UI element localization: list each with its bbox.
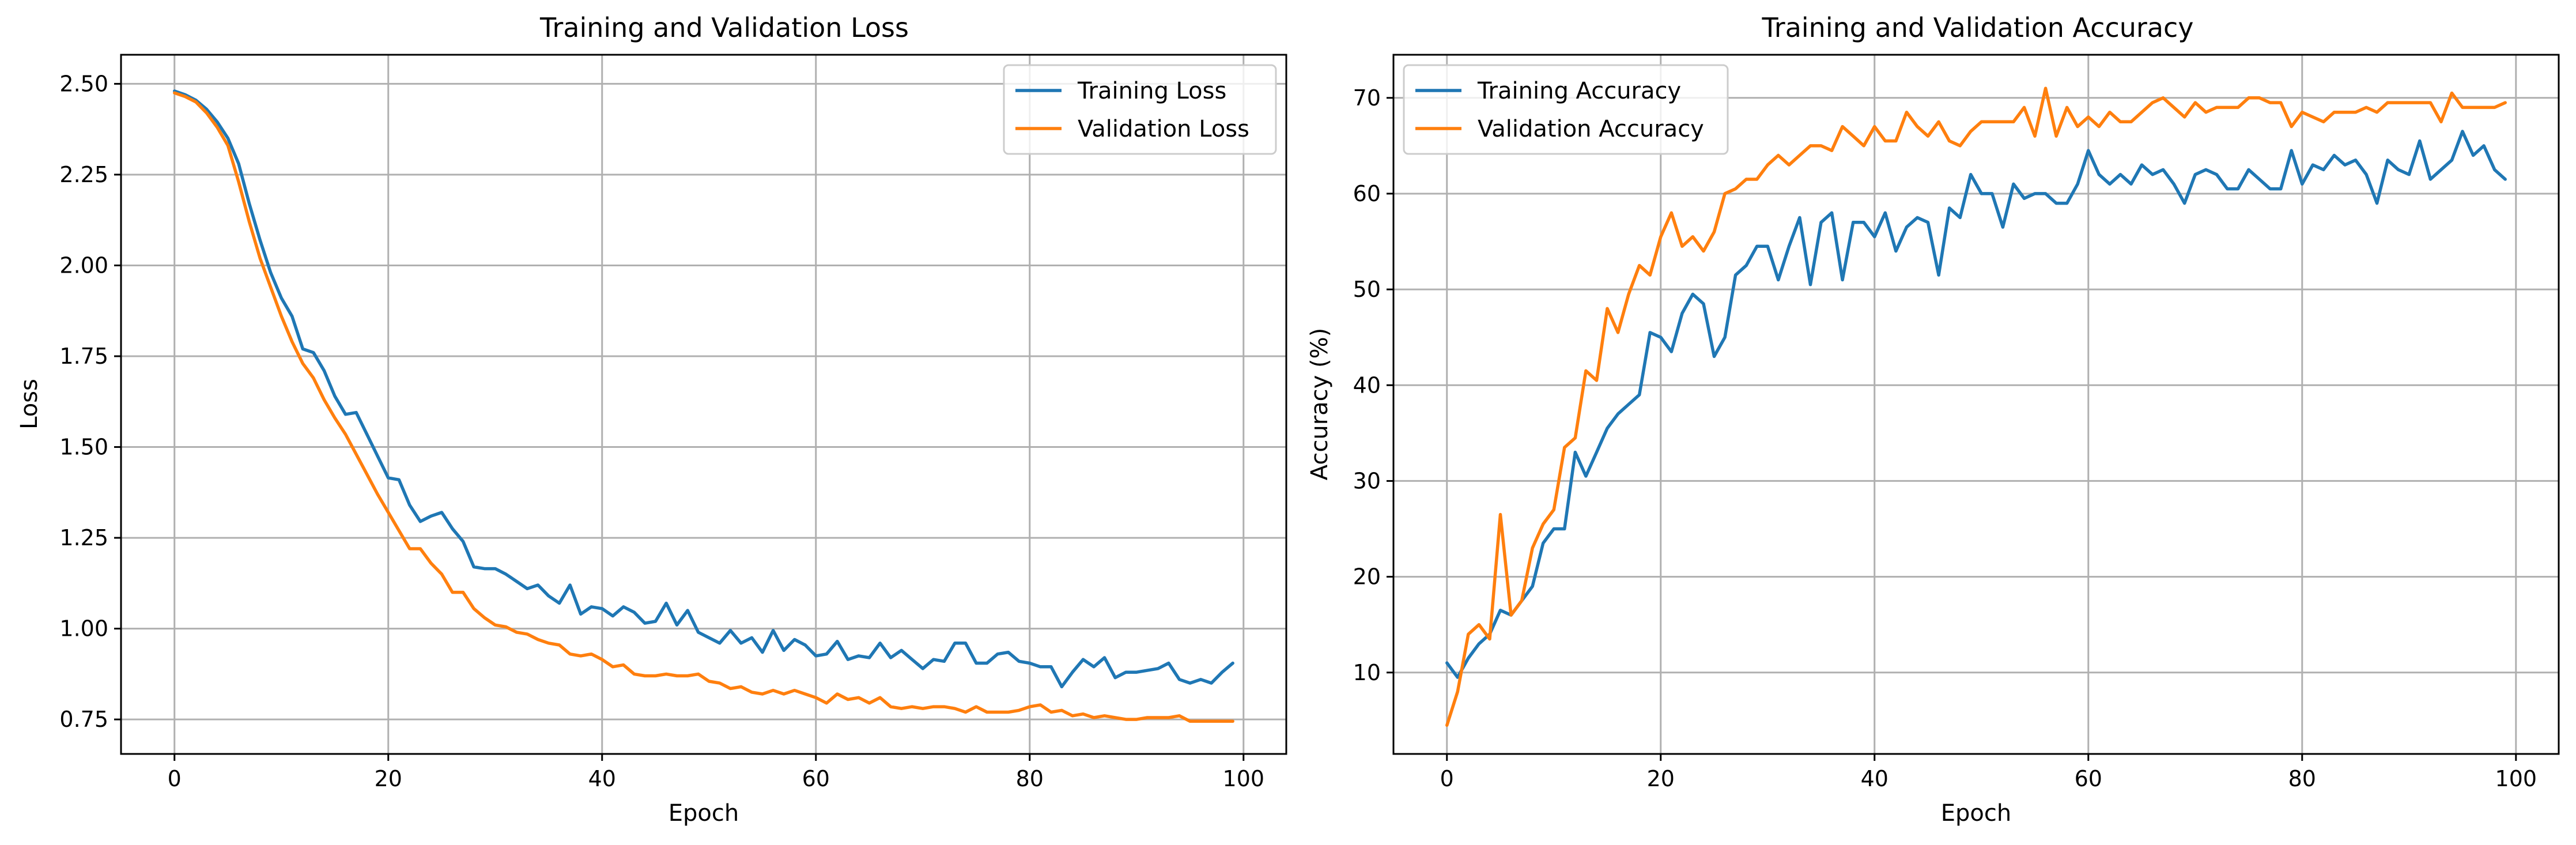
y-tick-label: 50 (1353, 277, 1381, 302)
y-tick-label: 1.50 (59, 435, 108, 460)
y-tick-label: 2.00 (59, 252, 108, 278)
x-tick-label: 60 (2075, 766, 2102, 791)
series-lines (173, 89, 1234, 723)
axis-ticks: 0 20 40 60 80 100 10 20 30 40 50 60 70 (1353, 85, 2537, 791)
y-axis-label: Accuracy (%) (1306, 328, 1333, 481)
x-tick-label: 100 (2495, 766, 2537, 791)
x-tick-label: 40 (588, 766, 616, 791)
y-tick-label: 2.25 (59, 162, 108, 187)
x-tick-label: 20 (375, 766, 402, 791)
y-tick-label: 0.75 (59, 707, 108, 732)
chart-title: Training and Validation Accuracy (1761, 12, 2193, 43)
x-tick-label: 100 (1223, 766, 1265, 791)
legend-label: Training Loss (1077, 78, 1226, 104)
accuracy-chart: Training and Validation Accuracy 0 20 40 60… (1306, 12, 2560, 827)
y-tick-label: 1.00 (59, 616, 108, 642)
x-axis-label: Epoch (1941, 800, 2011, 827)
plot-frame (1392, 54, 2560, 755)
plot-frame (120, 54, 1287, 755)
x-tick-label: 80 (2288, 766, 2316, 791)
series-line-training (1445, 130, 2507, 679)
y-tick-label: 30 (1353, 468, 1381, 493)
x-tick-label: 60 (802, 766, 830, 791)
y-tick-label: 40 (1353, 372, 1381, 398)
legend: Training Accuracy Validation Accuracy (1403, 64, 1729, 155)
axis-ticks: 0 20 40 60 80 100 0.75 1.00 1.25 1.50 1.75 2.00 2.25… (59, 71, 1264, 791)
legend: Training Loss Validation Loss (1003, 64, 1277, 155)
series-line-validation (1445, 86, 2507, 727)
y-tick-label: 70 (1353, 85, 1381, 111)
y-tick-label: 2.50 (59, 71, 108, 96)
series-line-training (173, 89, 1234, 689)
legend-box (1403, 64, 1729, 155)
x-axis-label: Epoch (668, 800, 739, 827)
series-lines (1445, 86, 2507, 727)
legend-box (1003, 64, 1277, 155)
x-tick-label: 0 (1440, 766, 1454, 791)
chart-title: Training and Validation Loss (539, 12, 909, 43)
y-axis-label: Loss (16, 379, 43, 429)
loss-chart: Training and Validation Loss 0 20 40 60 80 10… (16, 12, 1287, 827)
series-line-validation (173, 91, 1234, 723)
y-tick-label: 60 (1353, 181, 1381, 206)
grid (121, 55, 1286, 754)
y-tick-label: 1.75 (59, 344, 108, 369)
y-tick-label: 10 (1353, 660, 1381, 685)
y-tick-label: 1.25 (59, 525, 108, 550)
legend-label: Training Accuracy (1477, 78, 1681, 104)
x-tick-label: 0 (168, 766, 182, 791)
x-tick-label: 80 (1016, 766, 1044, 791)
y-tick-label: 20 (1353, 564, 1381, 590)
x-tick-label: 20 (1647, 766, 1675, 791)
legend-label: Validation Accuracy (1478, 116, 1704, 142)
legend-label: Validation Loss (1078, 116, 1249, 142)
x-tick-label: 40 (1861, 766, 1888, 791)
